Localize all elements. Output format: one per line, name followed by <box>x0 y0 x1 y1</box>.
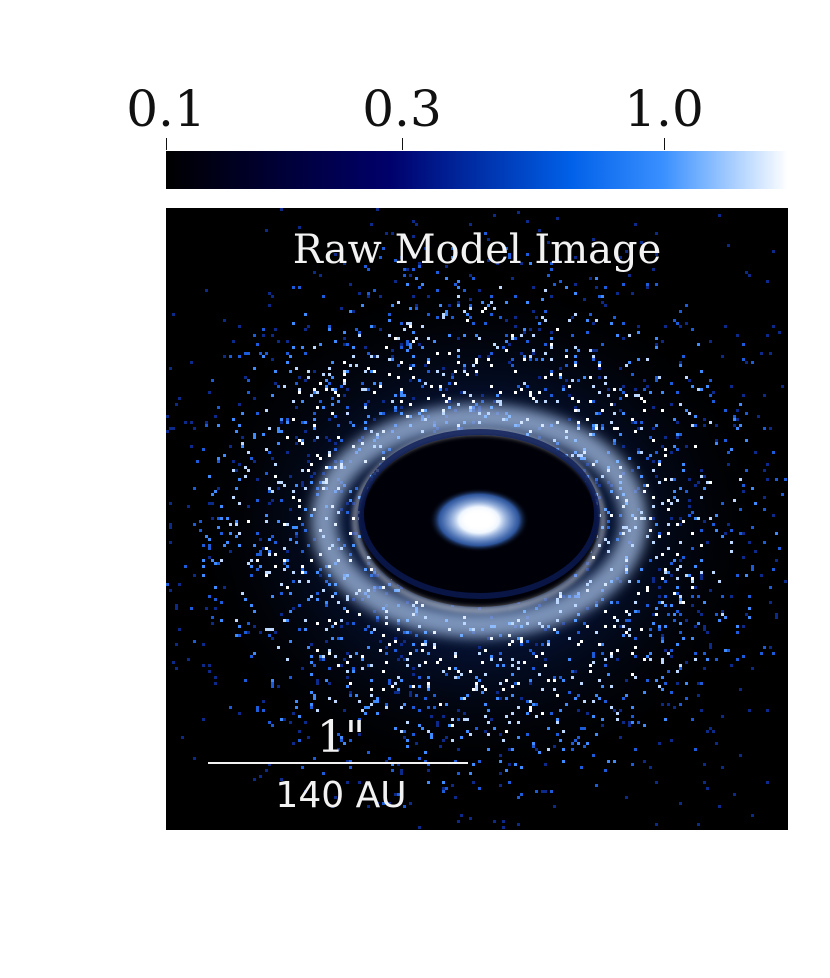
scalebar-angular-label: 1" <box>316 712 366 763</box>
colorbar <box>166 151 788 189</box>
colorbar-tick <box>166 138 167 150</box>
disk-ring-image <box>166 208 788 830</box>
colorbar-tick <box>664 138 665 150</box>
colorbar-labels: 0.1 0.3 1.0 <box>0 0 830 150</box>
colorbar-tick-label: 0.1 <box>126 80 206 138</box>
colorbar-tick-label: 0.3 <box>362 80 442 138</box>
colorbar-gradient <box>166 151 788 189</box>
scalebar-line <box>208 762 468 764</box>
scalebar-physical-label: 140 AU <box>275 775 407 816</box>
panel-title: Raw Model Image <box>292 227 662 273</box>
colorbar-tick <box>402 138 403 150</box>
colorbar-tick-label: 1.0 <box>624 80 704 138</box>
model-image-panel: Raw Model Image 1" 140 AU <box>166 208 788 830</box>
